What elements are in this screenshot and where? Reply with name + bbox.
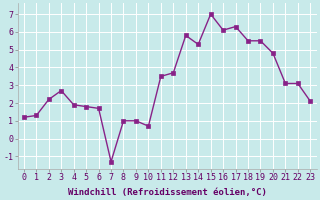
X-axis label: Windchill (Refroidissement éolien,°C): Windchill (Refroidissement éolien,°C) bbox=[68, 188, 267, 197]
